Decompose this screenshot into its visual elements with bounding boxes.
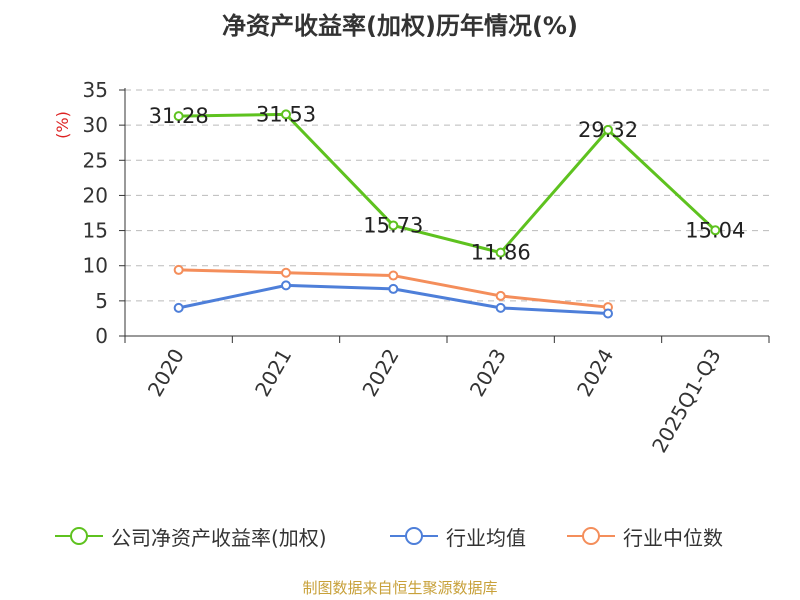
data-point <box>173 111 184 122</box>
x-tick-label: 2023 <box>465 345 511 401</box>
data-label: 31.28 <box>149 104 209 128</box>
data-point <box>173 264 184 275</box>
data-point <box>495 302 506 313</box>
data-point <box>388 220 399 231</box>
data-point <box>495 290 506 301</box>
y-tick-label: 10 <box>83 254 108 278</box>
legend-marker-industry-mean <box>390 527 438 545</box>
data-point <box>281 109 291 120</box>
x-tick-label: 2022 <box>357 345 403 401</box>
y-tick-label: 15 <box>83 219 108 243</box>
legend-label-company-roe: 公司净资产收益率(加权) <box>111 525 327 550</box>
data-point <box>710 225 721 236</box>
legend-marker-industry-median <box>567 527 615 545</box>
data-point <box>281 280 291 291</box>
legend: 公司净资产收益率(加权) 行业均值 行业中位数 <box>0 518 800 554</box>
y-tick-label: 35 <box>83 78 108 102</box>
data-label: 15.04 <box>685 218 745 242</box>
legend-item-industry-median[interactable]: 行业中位数 <box>567 518 723 554</box>
legend-marker-company-roe <box>55 527 103 545</box>
data-label: 11.86 <box>471 241 531 265</box>
data-point <box>388 270 399 281</box>
x-tick-label: 2021 <box>250 345 296 401</box>
y-tick-label: 25 <box>83 148 108 172</box>
data-label: 31.53 <box>256 102 316 126</box>
x-tick-label: 2024 <box>572 345 618 401</box>
x-tick-label: 2025Q1-Q3 <box>647 345 726 457</box>
legend-label-industry-median: 行业中位数 <box>623 525 723 550</box>
data-point <box>603 124 613 135</box>
legend-label-industry-mean: 行业均值 <box>446 525 526 550</box>
data-point <box>603 308 613 319</box>
y-axis-label: (%) <box>53 111 72 139</box>
y-tick-label: 5 <box>95 289 108 313</box>
source-note: 制图数据来自恒生聚源数据库 <box>302 579 498 597</box>
data-point <box>388 283 399 294</box>
legend-item-company-roe[interactable]: 公司净资产收益率(加权) <box>55 518 327 554</box>
x-tick-label: 2020 <box>143 345 189 401</box>
data-point <box>281 267 291 278</box>
y-tick-label: 30 <box>83 113 108 137</box>
data-point <box>173 302 184 313</box>
series-line-0 <box>178 112 717 255</box>
data-label: 15.73 <box>363 213 423 237</box>
y-tick-label: 20 <box>83 183 108 207</box>
data-label: 29.32 <box>578 118 638 142</box>
y-tick-label: 0 <box>95 324 108 348</box>
legend-item-industry-mean[interactable]: 行业均值 <box>390 518 526 554</box>
chart-title: 净资产收益率(加权)历年情况(%) <box>222 12 578 40</box>
data-point <box>495 247 506 258</box>
